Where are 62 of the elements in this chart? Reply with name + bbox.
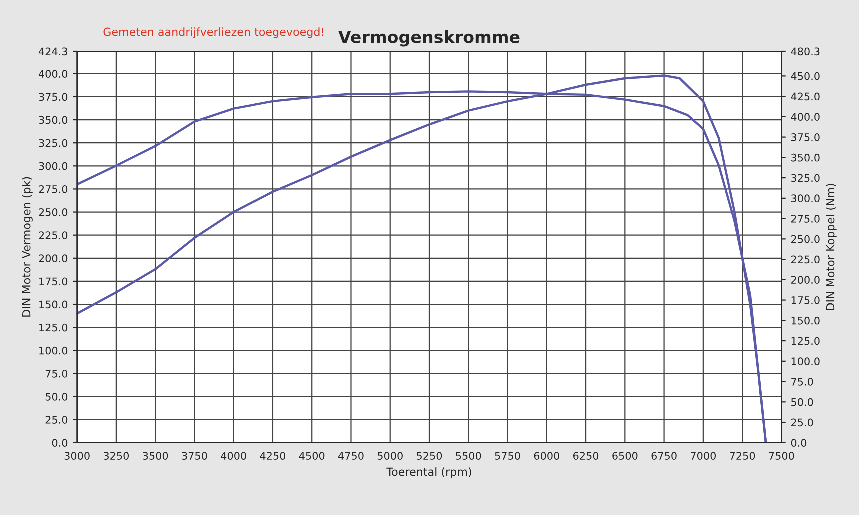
y2-tick-label: 175.0 (792, 296, 820, 304)
x-tick-label: 4250 (260, 452, 286, 460)
y2-tick-label: 50.0 (792, 398, 814, 406)
x-tick-label: 5250 (417, 452, 442, 460)
y2-tick-label: 425.0 (791, 92, 820, 101)
x-tick-label: 6500 (612, 452, 638, 460)
x-tick-label: 6750 (652, 452, 677, 460)
x-tick-label: 5750 (495, 452, 520, 460)
y2-tick-label: 375.0 (792, 134, 820, 142)
y-tick-label: 250.0 (39, 208, 68, 216)
y-tick-label: 125.0 (40, 324, 68, 332)
y-tick-label: 150.0 (40, 300, 68, 309)
y2-tick-label: 75.0 (792, 378, 814, 386)
y2-tick-label: 300.0 (792, 194, 820, 203)
x-tick-label: 4500 (299, 452, 325, 460)
y-tick-label: 175.0 (40, 278, 68, 286)
y-tick-label: 25.0 (46, 416, 68, 424)
y2-tick-label: 125.0 (792, 337, 820, 346)
y2-tick-label: 250.0 (791, 235, 820, 244)
y-tick-label: 225.0 (39, 232, 68, 240)
y2-tick-label: 225.0 (791, 256, 820, 264)
text: Gemeten aandrijfverliezen toegevoegd! (104, 28, 324, 38)
x-tick-label: 5000 (378, 452, 403, 460)
x-tick-label: 3500 (143, 452, 168, 460)
x-tick-label: 7250 (730, 452, 756, 460)
y-axis-title: DIN Motor Vermogen (pk) (22, 177, 33, 317)
y-tick-label: 325.0 (39, 139, 68, 148)
chart-title: Vermogenskromme (338, 30, 520, 47)
y-tick-label: 275.0 (39, 185, 68, 194)
y-tick-label: 375.0 (39, 93, 68, 102)
y-tick-label: 200.0 (39, 254, 68, 263)
y2-tick-label: 200.0 (791, 276, 820, 284)
y2-tick-label: 400.0 (791, 113, 820, 122)
y-tick-label: 50.0 (46, 393, 68, 401)
y2-tick-label: 100.0 (792, 358, 820, 366)
y-tick-label: 0.0 (52, 439, 68, 448)
x-tick-label: 5500 (456, 452, 482, 460)
y2-tick-label: 150.0 (792, 316, 820, 325)
y2-tick-label: 325.0 (792, 174, 820, 182)
x-tick-label: 6250 (574, 452, 599, 460)
x-tick-label: 4750 (338, 452, 364, 460)
x-tick-label: 3750 (182, 452, 208, 460)
y-tick-label: 400.0 (38, 70, 68, 78)
x-axis-title: Toerental (rpm) (386, 468, 472, 478)
x-tick-label: 4000 (221, 452, 246, 460)
y2-tick-label: 275.0 (791, 215, 820, 223)
y-tick-label: 350.0 (39, 116, 68, 124)
y2-tick-label: 25.0 (791, 418, 814, 427)
y-tick-label: 300.0 (39, 162, 68, 170)
x-tick-label: 7000 (691, 452, 716, 460)
x-tick-label: 7500 (769, 452, 794, 460)
y-tick-label: 424.3 (38, 48, 68, 56)
y2-tick-label: 450.0 (791, 72, 820, 80)
x-tick-label: 3250 (104, 452, 130, 460)
y-tick-label: 100.0 (40, 346, 68, 355)
y2-tick-label: 480.3 (791, 48, 820, 56)
x-tick-label: 6000 (534, 452, 560, 460)
y2-tick-label: 0.0 (791, 439, 807, 448)
y2-tick-label: 350.0 (792, 154, 820, 162)
y-tick-label: 75.0 (46, 370, 68, 378)
y2-axis-title: DIN Motor Koppel (Nm) (826, 184, 837, 310)
x-tick-label: 3000 (64, 452, 90, 460)
